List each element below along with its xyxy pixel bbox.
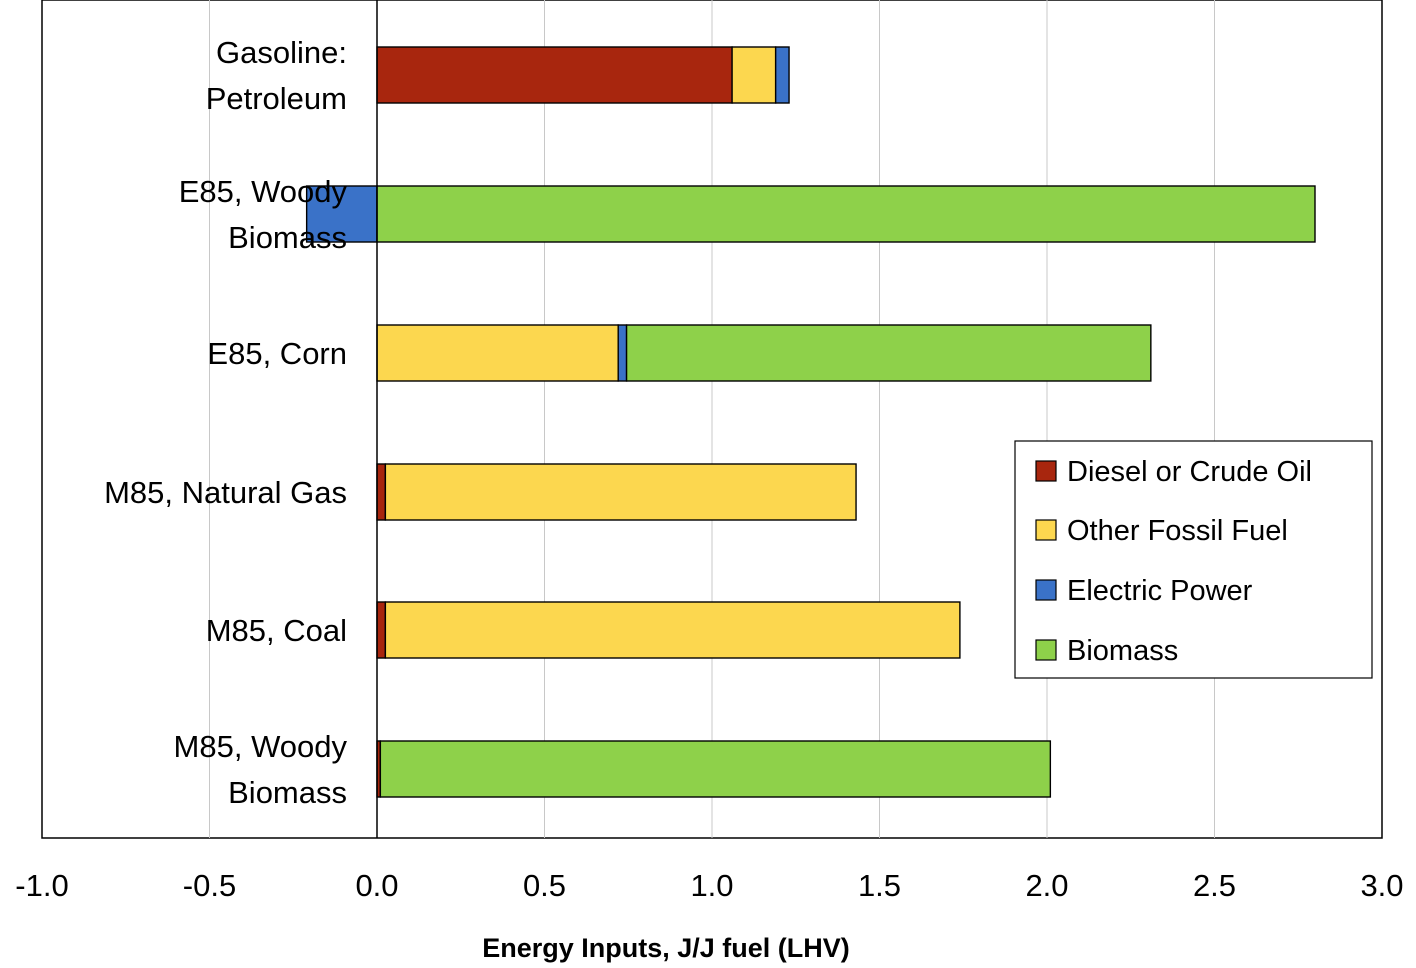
category-label: Petroleum — [206, 81, 347, 116]
bars — [305, 46, 1316, 798]
x-tick-label: 1.0 — [690, 868, 733, 903]
bar-segment — [379, 740, 1052, 798]
legend-frame — [1014, 440, 1373, 679]
legend-label: Other Fossil Fuel — [1067, 515, 1288, 547]
bar-segment — [376, 324, 619, 382]
x-tick-label: 0.5 — [523, 868, 566, 903]
x-tick-label: 3.0 — [1360, 868, 1403, 903]
bar-segment — [774, 46, 790, 104]
gridlines — [209, 0, 1215, 838]
bar-segment — [376, 185, 1316, 243]
legend-swatch — [1035, 519, 1057, 541]
bar-segment — [625, 324, 1152, 382]
category-labels: Gasoline: Petroleum E85, Woody Biomass E85, … — [104, 35, 347, 810]
legend-swatch — [1035, 579, 1057, 601]
x-tick-labels: -1.0 -0.5 0.0 0.5 1.0 1.5 2.0 2.5 3.0 — [15, 868, 1403, 903]
x-tick-label: -0.5 — [183, 868, 236, 903]
category-label: Gasoline: — [216, 35, 347, 70]
legend-swatch — [1035, 460, 1057, 482]
bar-segment — [384, 601, 961, 659]
x-tick-label: 2.0 — [1025, 868, 1068, 903]
category-label: E85, Woody — [179, 174, 348, 209]
category-label: M85, Woody — [174, 729, 348, 764]
bar-segment — [376, 601, 387, 659]
legend-label: Diesel or Crude Oil — [1067, 456, 1312, 488]
legend-swatch — [1035, 639, 1057, 661]
bar-segment — [376, 463, 387, 521]
legend-label: Biomass — [1067, 635, 1178, 667]
category-label: Biomass — [228, 775, 347, 810]
x-tick-label: 2.5 — [1193, 868, 1236, 903]
bar-segment — [384, 463, 857, 521]
x-tick-label: 1.5 — [858, 868, 901, 903]
bar-segment — [731, 46, 777, 104]
category-label: M85, Natural Gas — [104, 475, 347, 510]
bar-segment — [305, 185, 378, 243]
category-label: E85, Corn — [207, 336, 347, 371]
category-label: M85, Coal — [206, 613, 347, 648]
category-label: Biomass — [228, 220, 347, 255]
legend: Diesel or Crude Oil Other Fossil Fuel Elec… — [1014, 440, 1373, 679]
x-axis-title: Energy Inputs, J/J fuel (LHV) — [482, 933, 850, 963]
bar-segment — [376, 46, 733, 104]
x-tick-label: -1.0 — [15, 868, 68, 903]
legend-label: Electric Power — [1067, 575, 1253, 607]
bar-segment — [617, 324, 628, 382]
x-tick-label: 0.0 — [355, 868, 398, 903]
